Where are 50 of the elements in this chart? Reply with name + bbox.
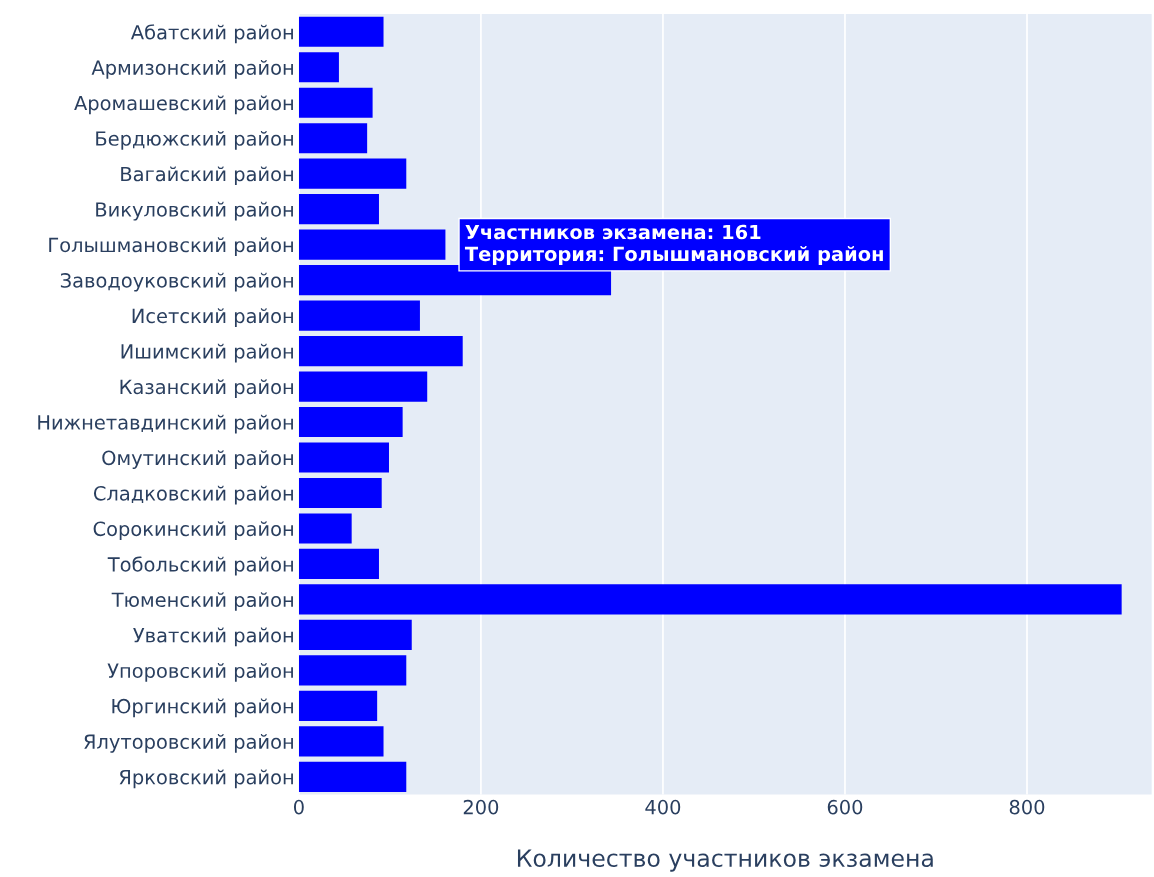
y-tick-label: Сорокинский район [93, 521, 293, 540]
bar [298, 513, 352, 544]
bar [298, 619, 412, 650]
y-tick-label: Юргинский район [112, 698, 293, 718]
x-tick-label: 800 [1009, 799, 1045, 815]
bar [298, 761, 407, 792]
y-tick-label: Уватский район [133, 627, 293, 647]
bar [298, 52, 339, 83]
bar [298, 16, 384, 47]
bar [298, 371, 428, 402]
bar [298, 584, 1122, 615]
y-tick-label: Тюменский район [111, 592, 293, 611]
y-tick-label: Ялуторовский район [84, 734, 293, 753]
bar [298, 548, 379, 580]
annotation: Участников экзамена: 161 Территория: Голышмановский район [464, 224, 883, 265]
x-tick-label: 400 [645, 799, 681, 815]
bar [298, 158, 407, 189]
bar [298, 477, 382, 509]
bar [298, 300, 420, 331]
y-tick-label: Тобольский район [107, 556, 293, 576]
bar [298, 87, 373, 118]
y-tick-label: Аромашевский район [74, 95, 293, 115]
x-tick-label: 200 [463, 799, 499, 815]
bar [298, 229, 446, 260]
bar [298, 655, 407, 686]
y-tick-label: Сладковский район [93, 485, 293, 505]
y-tick-label: Упоровский район [107, 663, 293, 682]
bar [298, 194, 379, 225]
y-tick-label: Армизонский район [91, 59, 293, 79]
y-tick-label: Голышмановский район [49, 237, 293, 257]
x-axis-title: Количество участников экзамена [517, 849, 933, 872]
x-tick-label: 600 [827, 799, 863, 815]
bar [298, 336, 463, 367]
y-tick-label: Нижнетавдинский район [38, 414, 293, 434]
y-tick-label: Вагайский район [121, 166, 293, 186]
y-tick-label: Заводоуковский район [60, 272, 293, 292]
y-tick-label: Бердюжский район [96, 130, 293, 150]
bar [298, 690, 378, 721]
y-tick-label: Омутинский район [102, 450, 293, 469]
y-tick-label: Казанский район [120, 379, 293, 398]
y-tick-label: Ишимский район [121, 343, 293, 363]
bar [298, 123, 368, 154]
bar [298, 406, 403, 438]
y-tick-label: Викуловский район [96, 201, 293, 221]
y-tick-label: Исетский район [132, 308, 293, 328]
bar [298, 442, 389, 473]
y-tick-label: Ярковский район [119, 769, 293, 789]
bar [298, 726, 384, 757]
x-tick-label: 0 [293, 799, 304, 815]
y-tick-label: Абатский район [130, 24, 293, 44]
